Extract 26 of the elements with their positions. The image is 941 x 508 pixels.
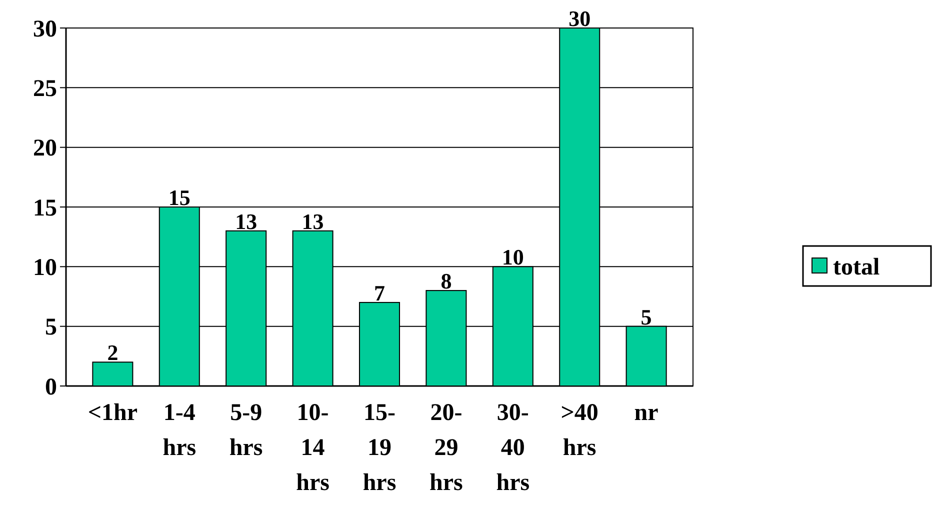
x-tick-label: >40 hrs	[560, 400, 598, 461]
x-tick-label: 30-40 hrs	[496, 400, 530, 496]
x-tick-label: 1-4 hrs	[162, 400, 196, 461]
data-label: 30	[568, 6, 591, 31]
x-tick-label: <1hr	[88, 400, 138, 426]
data-label: 13	[302, 208, 324, 234]
data-label: 8	[440, 268, 452, 294]
data-label: 5	[640, 304, 652, 330]
x-tick-label: nr	[634, 400, 659, 426]
data-label: 13	[235, 208, 258, 234]
y-tick-label: 30	[33, 16, 57, 42]
y-tick-label: 20	[33, 136, 57, 162]
data-label: 15	[168, 185, 190, 210]
x-tick-label: 5-9 hrs	[229, 400, 263, 461]
x-tick-label: 15-19 hrs	[362, 400, 396, 496]
data-label: 7	[374, 280, 385, 306]
x-tick-label: 20-29 hrs	[430, 400, 463, 496]
y-tick-label: 0	[45, 374, 57, 400]
x-tick-label: 10-14 hrs	[296, 400, 330, 496]
data-label: 10	[502, 244, 524, 270]
y-tick-label: 10	[33, 255, 57, 282]
y-tick-label: 15	[33, 195, 57, 222]
legend-label: total	[833, 254, 880, 280]
y-tick-label: 5	[45, 314, 57, 341]
y-tick-label: 25	[33, 76, 57, 102]
data-label: 2	[107, 340, 118, 366]
